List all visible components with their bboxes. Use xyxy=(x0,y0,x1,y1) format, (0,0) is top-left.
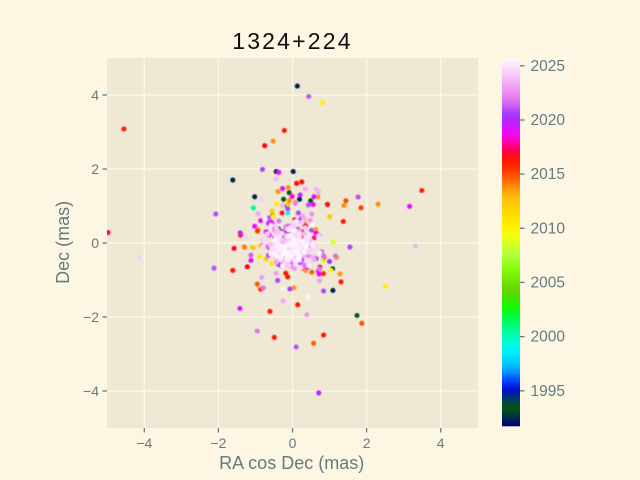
svg-text:0: 0 xyxy=(91,235,99,251)
svg-text:Dec (mas): Dec (mas) xyxy=(53,201,73,284)
svg-text:2: 2 xyxy=(91,161,99,177)
svg-text:1324+224: 1324+224 xyxy=(232,28,353,54)
svg-text:2020: 2020 xyxy=(531,112,566,129)
svg-text:−2: −2 xyxy=(83,309,99,325)
svg-text:0: 0 xyxy=(289,435,297,451)
svg-text:2015: 2015 xyxy=(531,166,565,183)
svg-text:2010: 2010 xyxy=(531,220,566,237)
svg-text:2005: 2005 xyxy=(531,274,565,291)
svg-text:2025: 2025 xyxy=(531,58,565,75)
svg-text:−4: −4 xyxy=(136,435,152,451)
svg-text:2000: 2000 xyxy=(531,329,566,346)
svg-text:1995: 1995 xyxy=(531,383,565,400)
svg-text:4: 4 xyxy=(437,435,445,451)
svg-text:2: 2 xyxy=(363,435,371,451)
svg-text:RA cos Dec (mas): RA cos Dec (mas) xyxy=(219,453,364,473)
svg-text:−4: −4 xyxy=(83,383,99,399)
svg-text:−2: −2 xyxy=(210,435,226,451)
svg-text:4: 4 xyxy=(91,87,99,103)
